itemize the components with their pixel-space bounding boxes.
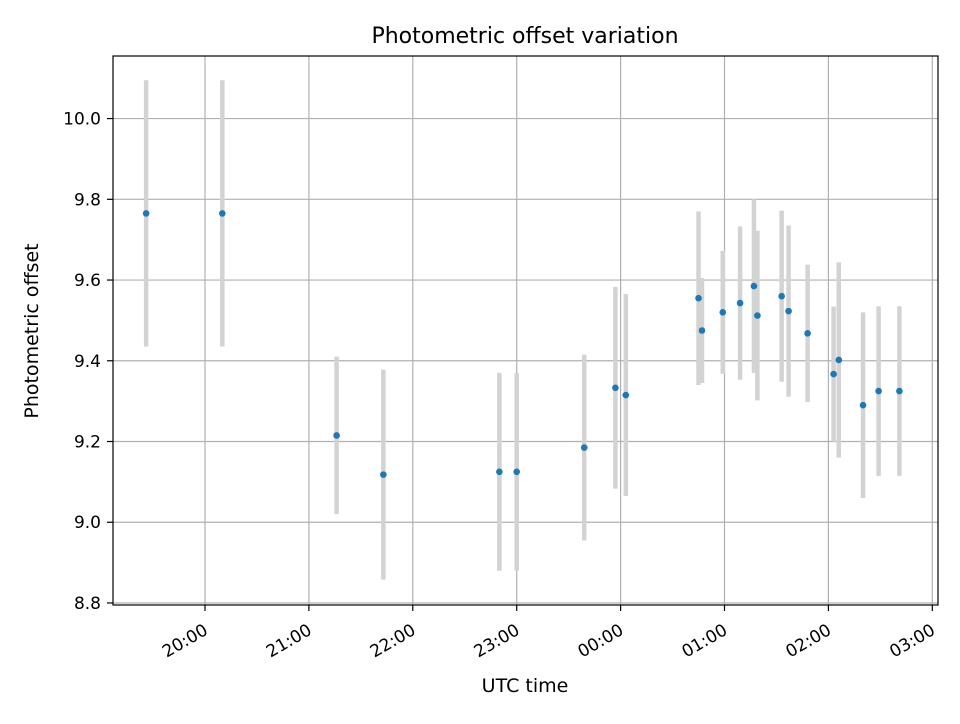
data-point — [804, 330, 811, 337]
data-point — [754, 312, 761, 319]
y-tick-label: 9.4 — [74, 352, 101, 372]
data-point — [580, 444, 588, 451]
data-point — [875, 387, 882, 395]
y-tick-label: 9.8 — [74, 190, 101, 210]
y-tick-label: 9.0 — [74, 513, 101, 533]
data-point — [513, 468, 520, 476]
data-point — [896, 387, 903, 395]
x-axis-label: UTC time — [482, 675, 569, 697]
chart-title: Photometric offset variation — [371, 24, 678, 49]
grid-layer — [113, 56, 938, 605]
plot-frame — [112, 55, 939, 606]
data-point — [380, 471, 387, 478]
data-point — [835, 356, 843, 364]
data-point — [695, 294, 702, 302]
data-point — [830, 370, 837, 378]
data-point — [333, 432, 340, 439]
y-tick-label: 9.6 — [74, 271, 101, 291]
data-point — [736, 299, 744, 307]
data-point — [612, 384, 619, 392]
data-point — [785, 307, 792, 315]
plot-area — [113, 56, 938, 605]
data-point — [778, 292, 785, 300]
data-point — [698, 327, 706, 334]
data-point — [719, 309, 727, 316]
y-axis-label: Photometric offset — [21, 243, 43, 418]
data-point — [496, 468, 503, 476]
y-tick-label: 9.2 — [74, 433, 101, 453]
data-point — [859, 401, 867, 409]
y-tick-label: 10.0 — [63, 110, 101, 130]
data-point — [750, 282, 758, 290]
data-point — [142, 210, 150, 217]
data-point — [622, 391, 630, 399]
y-tick-label: 8.8 — [74, 594, 101, 614]
data-point — [219, 210, 226, 217]
point-layer — [142, 210, 903, 478]
